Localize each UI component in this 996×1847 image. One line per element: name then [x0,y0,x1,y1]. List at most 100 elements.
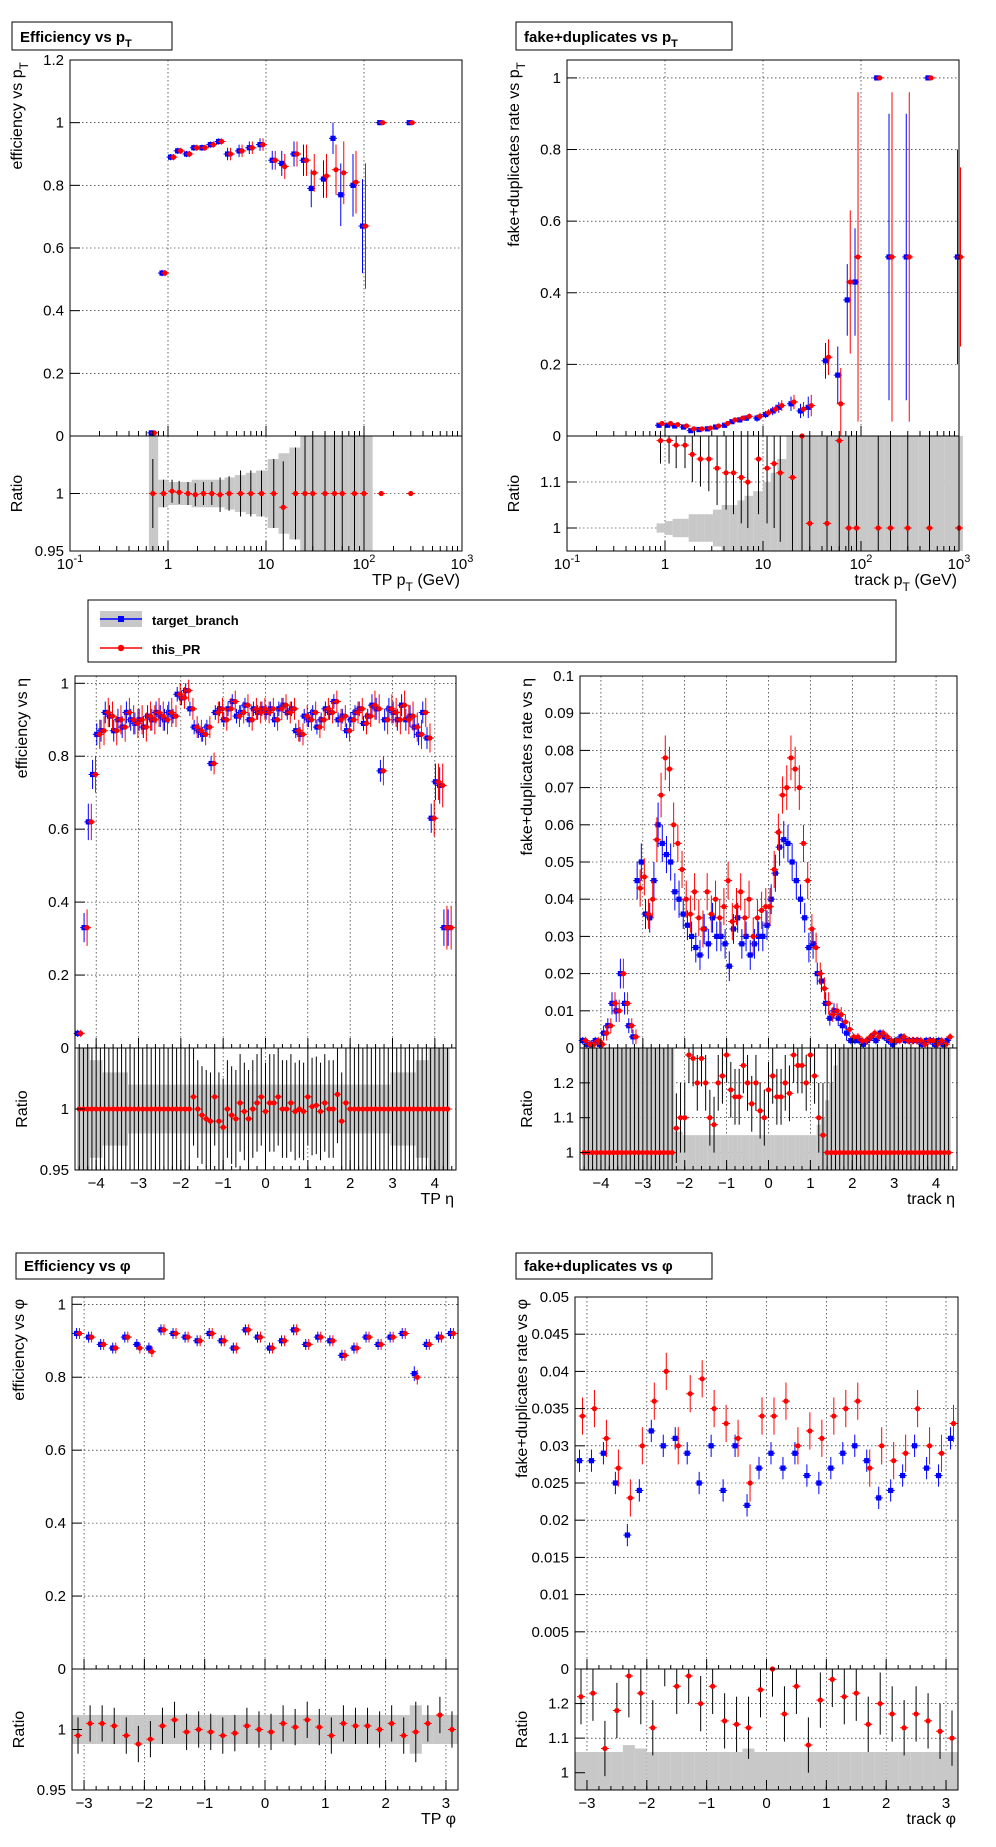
chart-3-s1-point-11 [629,1023,635,1029]
chart-4-ratio-point-27 [401,1732,407,1739]
chart-1-s1-point-9 [732,417,738,423]
chart-1-xticklabel-3: 102​ [850,553,873,573]
chart-4-s1-point-31 [450,1330,457,1337]
chart-2-ratio-point-46 [271,1100,277,1106]
chart-3-s1-point-78 [909,1037,916,1044]
chart-5-ryticklabel-0: 1 [561,1765,569,1782]
chart-5-ratio-band-26 [886,1751,899,1790]
chart-3-ratio-point-42 [757,1108,763,1114]
chart-3-xticklabel-3: −1 [718,1175,735,1192]
chart-2-ratio-point-48 [279,1106,286,1112]
chart-3-xticklabel-7: 3 [890,1175,898,1192]
chart-3-yticklabel-9: 0.09 [545,705,574,722]
chart-0-title-box [11,21,173,51]
chart-2-ratio-point-4 [93,1106,99,1112]
chart-4-s1-point-16 [269,1345,276,1351]
chart-3-s0-point-17 [651,878,657,884]
chart-1-ratio-point-23 [875,525,881,531]
chart-4-ratio-point-3 [111,1723,117,1729]
chart-1-ratio-band-4 [688,514,697,542]
chart-5-ratio-point-31 [949,1735,955,1741]
chart-0-s0-point-21 [350,182,356,188]
chart-3-ratio-point-34 [724,1052,730,1058]
chart-5-ratio-band-27 [898,1751,911,1790]
chart-3-ratio-point-21 [669,1149,675,1156]
chart-3-ratio-point-37 [736,1094,742,1100]
chart-3-s0-point-64 [848,1037,854,1044]
chart-3-s1-point-15 [645,911,652,917]
chart-2-yticklabel-2: 0.4 [48,894,69,911]
chart-3-s1-point-53 [805,878,811,884]
chart-1-s0-point-16 [788,401,794,407]
chart-3-s1-point-23 [679,866,685,873]
chart-4-s1-point-4 [125,1334,131,1340]
chart-5-s0-point-31 [947,1435,954,1441]
chart-3-xlabel: track η [907,1191,955,1208]
chart-1-s0-point-14 [770,408,776,414]
chart-5-s1-point-23 [855,1398,861,1404]
chart-3-ratio-point-43 [761,1115,767,1121]
chart-5-s1-point-13 [735,1435,741,1441]
chart-4-s1-point-12 [221,1338,227,1344]
chart-5-ratio-point-10 [698,1700,704,1707]
chart-3-s1-point-70 [876,1034,882,1040]
chart-3-ratio-point-25 [686,1052,692,1058]
chart-0-ratio-point-8 [217,492,223,498]
chart-2-s1-point-54 [308,717,315,723]
chart-1-ratio-point-15 [777,470,783,476]
chart-2-s1-point-23 [177,691,183,697]
chart-1-s1-point-23 [877,75,883,81]
chart-4-s1-point-19 [306,1341,312,1348]
chart-3-ratio-point-30 [707,1115,713,1121]
chart-3-ratio-point-74 [891,1149,897,1156]
chart-2-ratio-point-27 [190,1094,197,1100]
chart-4-ratio-point-13 [232,1730,238,1736]
chart-2-ratio-point-87 [444,1106,451,1112]
chart-3-s1-point-69 [872,1030,878,1036]
chart-1-ratio-point-5 [697,456,704,462]
chart-3-s1-point-46 [775,829,781,835]
chart-3-ratio-point-23 [677,1115,684,1121]
chart-5-s0-point-13 [732,1443,738,1449]
chart-4-yticklabel-4: 0.8 [45,1369,66,1386]
chart-2-s1-point-44 [266,709,272,716]
chart-1-xticklabel-2: 10 [755,556,772,573]
chart-4-ratio-point-20 [316,1724,322,1730]
chart-2-ratio-point-8 [110,1106,116,1112]
chart-1-xticklabel-0: 10-1​ [554,553,580,573]
chart-3-ratio-band-42 [758,1135,763,1170]
chart-0-yticklabel-4: 0.8 [43,177,64,194]
chart-2-s1-point-66 [359,706,365,712]
chart-3-s0-point-42 [756,933,762,939]
chart-3-ratio-point-82 [925,1149,931,1156]
chart-0-ratio-point-19 [331,490,338,497]
chart-0-yticklabel-0: 0 [56,428,64,445]
chart-2-s1-point-24 [181,695,188,701]
chart-5-ratio-band-22 [838,1751,851,1790]
chart-2-ratio-point-21 [165,1106,171,1112]
chart-0-yticklabel-3: 0.6 [43,240,64,257]
chart-2-ratio-point-47 [275,1094,281,1100]
chart-5-s1-point-24 [867,1465,873,1471]
chart-2-s1-point-11 [126,709,133,716]
chart-2-ratio-point-35 [224,1106,230,1112]
chart-3-s1-point-76 [901,1034,907,1040]
chart-3-s1-point-68 [867,1034,874,1040]
chart-5-ratio-point-17 [781,1711,788,1717]
chart-4-s1-point-1 [88,1334,95,1340]
chart-4-ratio-point-21 [328,1732,334,1739]
chart-1-ryticklabel-0: 1 [553,520,561,537]
chart-3-s0-point-34 [722,941,728,947]
chart-2-s1-point-37 [236,713,243,719]
chart-5-s1-point-26 [891,1458,897,1464]
chart-1-s1-point-8 [724,420,731,427]
chart-5-ratio-band-20 [814,1751,827,1790]
chart-1-ratio-band-3 [680,518,689,538]
chart-2-ratio-point-62 [339,1118,345,1124]
chart-3-s0-point-21 [668,859,674,865]
chart-3-s0-point-55 [810,941,816,947]
chart-3-ratio-point-56 [816,1115,822,1121]
chart-3-ratio-point-28 [698,1055,705,1062]
legend: target_branch this_PR [87,599,897,663]
